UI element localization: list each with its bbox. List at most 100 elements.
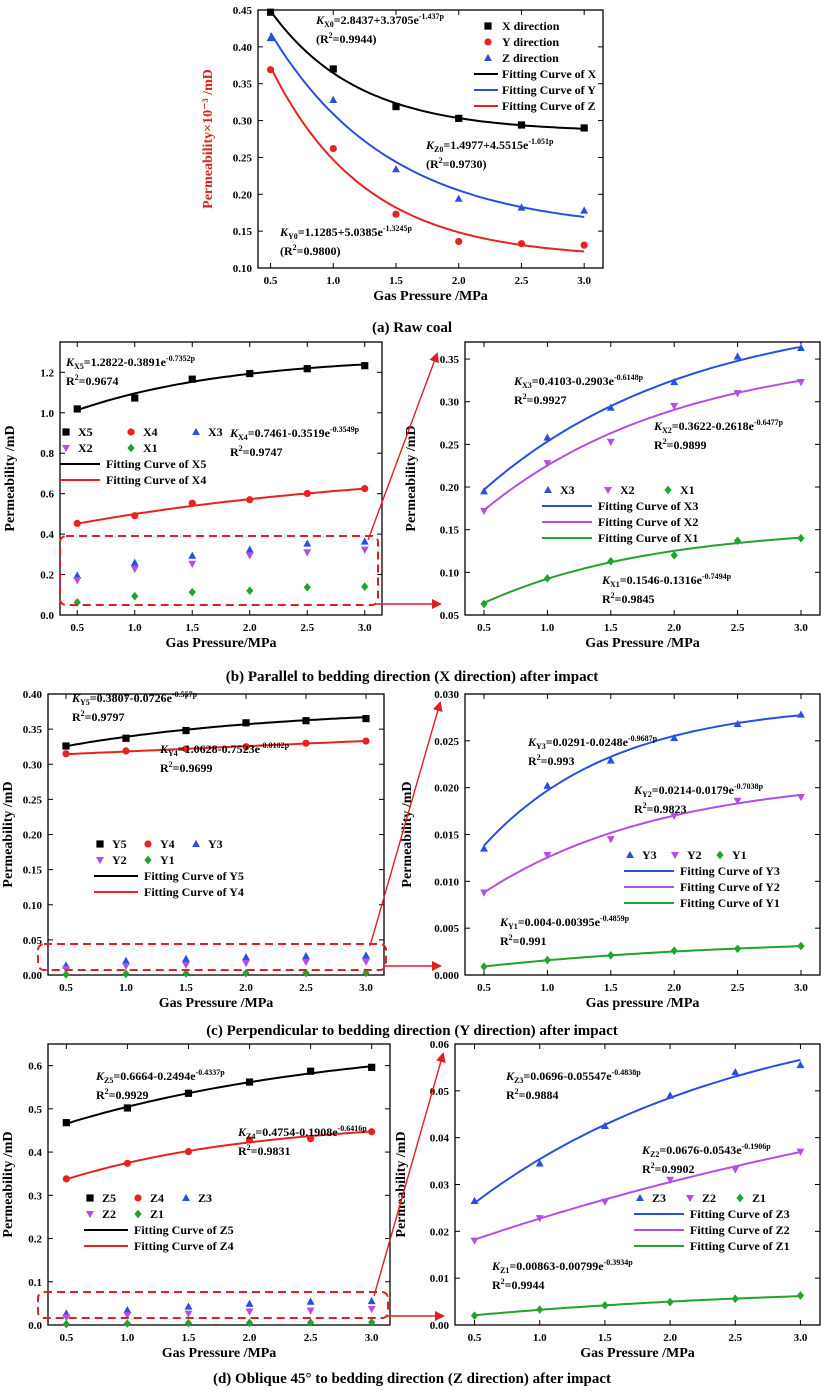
data-point-y3 <box>797 710 805 718</box>
data-point-x3 <box>543 433 552 441</box>
y-tick-label: 0.00 <box>430 1320 450 1332</box>
data-point-z1 <box>184 1318 193 1328</box>
data-point-x5 <box>303 365 311 373</box>
legend: Y5 Y4 Y3 Y2 Y1 Fitting Curve of Y5 Fitting Cur… <box>94 837 244 899</box>
x-tick-label: 0.5 <box>264 275 278 287</box>
data-point-y1 <box>733 944 742 954</box>
data-point-z1 <box>123 1319 131 1328</box>
data-point-x3 <box>797 343 805 352</box>
x-tick-label: 2.0 <box>243 1332 257 1344</box>
data-point-y2 <box>302 958 310 967</box>
x-axis-title: Gas Pressure /MPa <box>580 1346 695 1361</box>
data-point-x1 <box>733 536 742 546</box>
legend-label: Fitting Curve of Y <box>502 83 596 97</box>
legend-marker <box>664 485 672 495</box>
legend-label: Y3 <box>208 837 223 851</box>
data-point-x4 <box>188 499 196 507</box>
y-tick-label: 0.2 <box>28 1234 42 1246</box>
legend-marker <box>192 427 200 436</box>
fit-r-squared: (R2=0.9800) <box>280 243 341 258</box>
data-point-z2 <box>184 1310 193 1318</box>
y-tick-label: 0.25 <box>23 794 43 806</box>
plot-frame <box>464 341 821 616</box>
legend-marker <box>484 22 492 30</box>
chart-panel-b1: 0.5 1.0 1.5 2.0 2.5 3.0 0.0 0.2 0.4 0.6 0.8 1.0 1.2 G… <box>3 341 383 651</box>
data-point-x3 <box>188 551 197 559</box>
data-point-y1 <box>242 968 250 978</box>
data-point-x-direction <box>580 124 588 132</box>
legend-marker <box>127 443 135 453</box>
y-tick-label: 0.15 <box>233 226 253 238</box>
chart-panel-d1: 0.5 1.0 1.5 2.0 2.5 3.0 0.0 0.1 0.2 0.3 0.4 0.5 0.6 G… <box>1 1043 391 1361</box>
fit-curve-fitting-curve-of-y1 <box>483 945 802 968</box>
y-axis-title: Permeability /mD <box>404 425 419 531</box>
data-point-y2 <box>480 889 488 897</box>
legend-label: Fitting Curve of Z <box>502 99 596 113</box>
y-axis-title: Permeability×10⁻³ /mD <box>201 69 216 209</box>
x-tick-label: 2.0 <box>663 1332 677 1344</box>
y-tick-label: 0.20 <box>23 830 43 842</box>
chart-panel-c1: 0.5 1.0 1.5 2.0 2.5 3.0 0.00 0.05 0.10 0.15 0.20 0.… <box>1 689 385 1011</box>
y-tick-label: 0.40 <box>233 42 253 54</box>
data-point-y4 <box>362 737 370 745</box>
y-tick-label: 0.6 <box>40 489 54 501</box>
fit-equation: KY1=0.004-0.00395e-0.4859p <box>499 914 630 931</box>
x-tick-label: 3.0 <box>358 622 372 634</box>
data-point-z3 <box>796 1060 805 1069</box>
data-point-z5 <box>184 1089 193 1097</box>
data-point-z1 <box>307 1318 315 1327</box>
fit-r-squared: R2=0.9929 <box>96 1087 149 1102</box>
data-point-y2 <box>543 852 552 860</box>
data-point-z4 <box>62 1175 70 1183</box>
legend-label: Fitting Curve of Z4 <box>134 1239 234 1253</box>
x-tick-label: 0.5 <box>70 622 84 634</box>
legend-marker <box>484 53 492 62</box>
y-axis-title: Permeability /mD <box>394 1131 409 1237</box>
data-point-z3 <box>306 1297 315 1305</box>
data-point-y2 <box>122 962 130 971</box>
chart-panel-b2: 0.5 1.0 1.5 2.0 2.5 3.0 0.05 0.10 0.15 0.20 0.25 0.… <box>404 341 821 651</box>
data-point-y2 <box>362 958 370 966</box>
fit-r-squared: R2=0.9927 <box>514 392 567 407</box>
data-point-y3 <box>302 952 310 960</box>
y-tick-label: 0.25 <box>233 152 253 164</box>
legend: Z5 Z4 Z3 Z2 Z1 Fitting Curve of Z5 Fitting Cur… <box>84 1191 234 1253</box>
data-point-z2 <box>367 1305 376 1314</box>
y-tick-label: 0.03 <box>430 1180 450 1192</box>
plot-frame <box>47 693 385 976</box>
data-point-x2 <box>130 565 139 574</box>
data-point-x1 <box>188 587 196 597</box>
legend-marker <box>96 856 104 865</box>
fit-curve-fitting-curve-of-x3 <box>483 345 802 491</box>
legend-label: Y5 <box>112 837 127 851</box>
legend-label: X1 <box>143 441 158 455</box>
data-point-z-direction <box>329 95 338 103</box>
x-tick-label: 1.5 <box>604 622 618 634</box>
data-point-z5 <box>368 1063 376 1071</box>
x-tick-label: 0.5 <box>59 982 73 994</box>
y-tick-label: 0.04 <box>430 1133 450 1145</box>
y-tick-label: 0.6 <box>28 1061 42 1073</box>
legend-marker <box>626 850 634 859</box>
y-tick-label: 0.05 <box>23 935 43 947</box>
data-point-x3 <box>73 571 82 579</box>
y-tick-label: 0.025 <box>434 736 459 748</box>
data-point-z2 <box>731 1166 740 1174</box>
data-point-y1 <box>607 951 615 960</box>
data-point-z4 <box>368 1128 376 1136</box>
legend-label: Fitting Curve of X <box>502 67 597 81</box>
fit-r-squared: R2=0.9944 <box>492 1277 545 1292</box>
data-point-z5 <box>123 1104 131 1112</box>
data-point-x1 <box>303 582 311 592</box>
x-axis-title: Gas Pressure/MPa <box>165 636 276 651</box>
data-point-x1 <box>73 597 81 607</box>
y-tick-label: 0.10 <box>23 900 43 912</box>
data-point-x1 <box>131 591 139 601</box>
data-point-x2 <box>245 552 254 560</box>
data-point-z3 <box>666 1091 675 1099</box>
y-tick-label: 0.30 <box>233 116 253 128</box>
fit-r-squared: R2=0.991 <box>500 933 547 948</box>
data-point-y5 <box>122 734 130 742</box>
fit-equation: KY4=1.0628-0.7523e-0.0102p <box>159 741 290 758</box>
legend-label: Y1 <box>732 848 747 862</box>
